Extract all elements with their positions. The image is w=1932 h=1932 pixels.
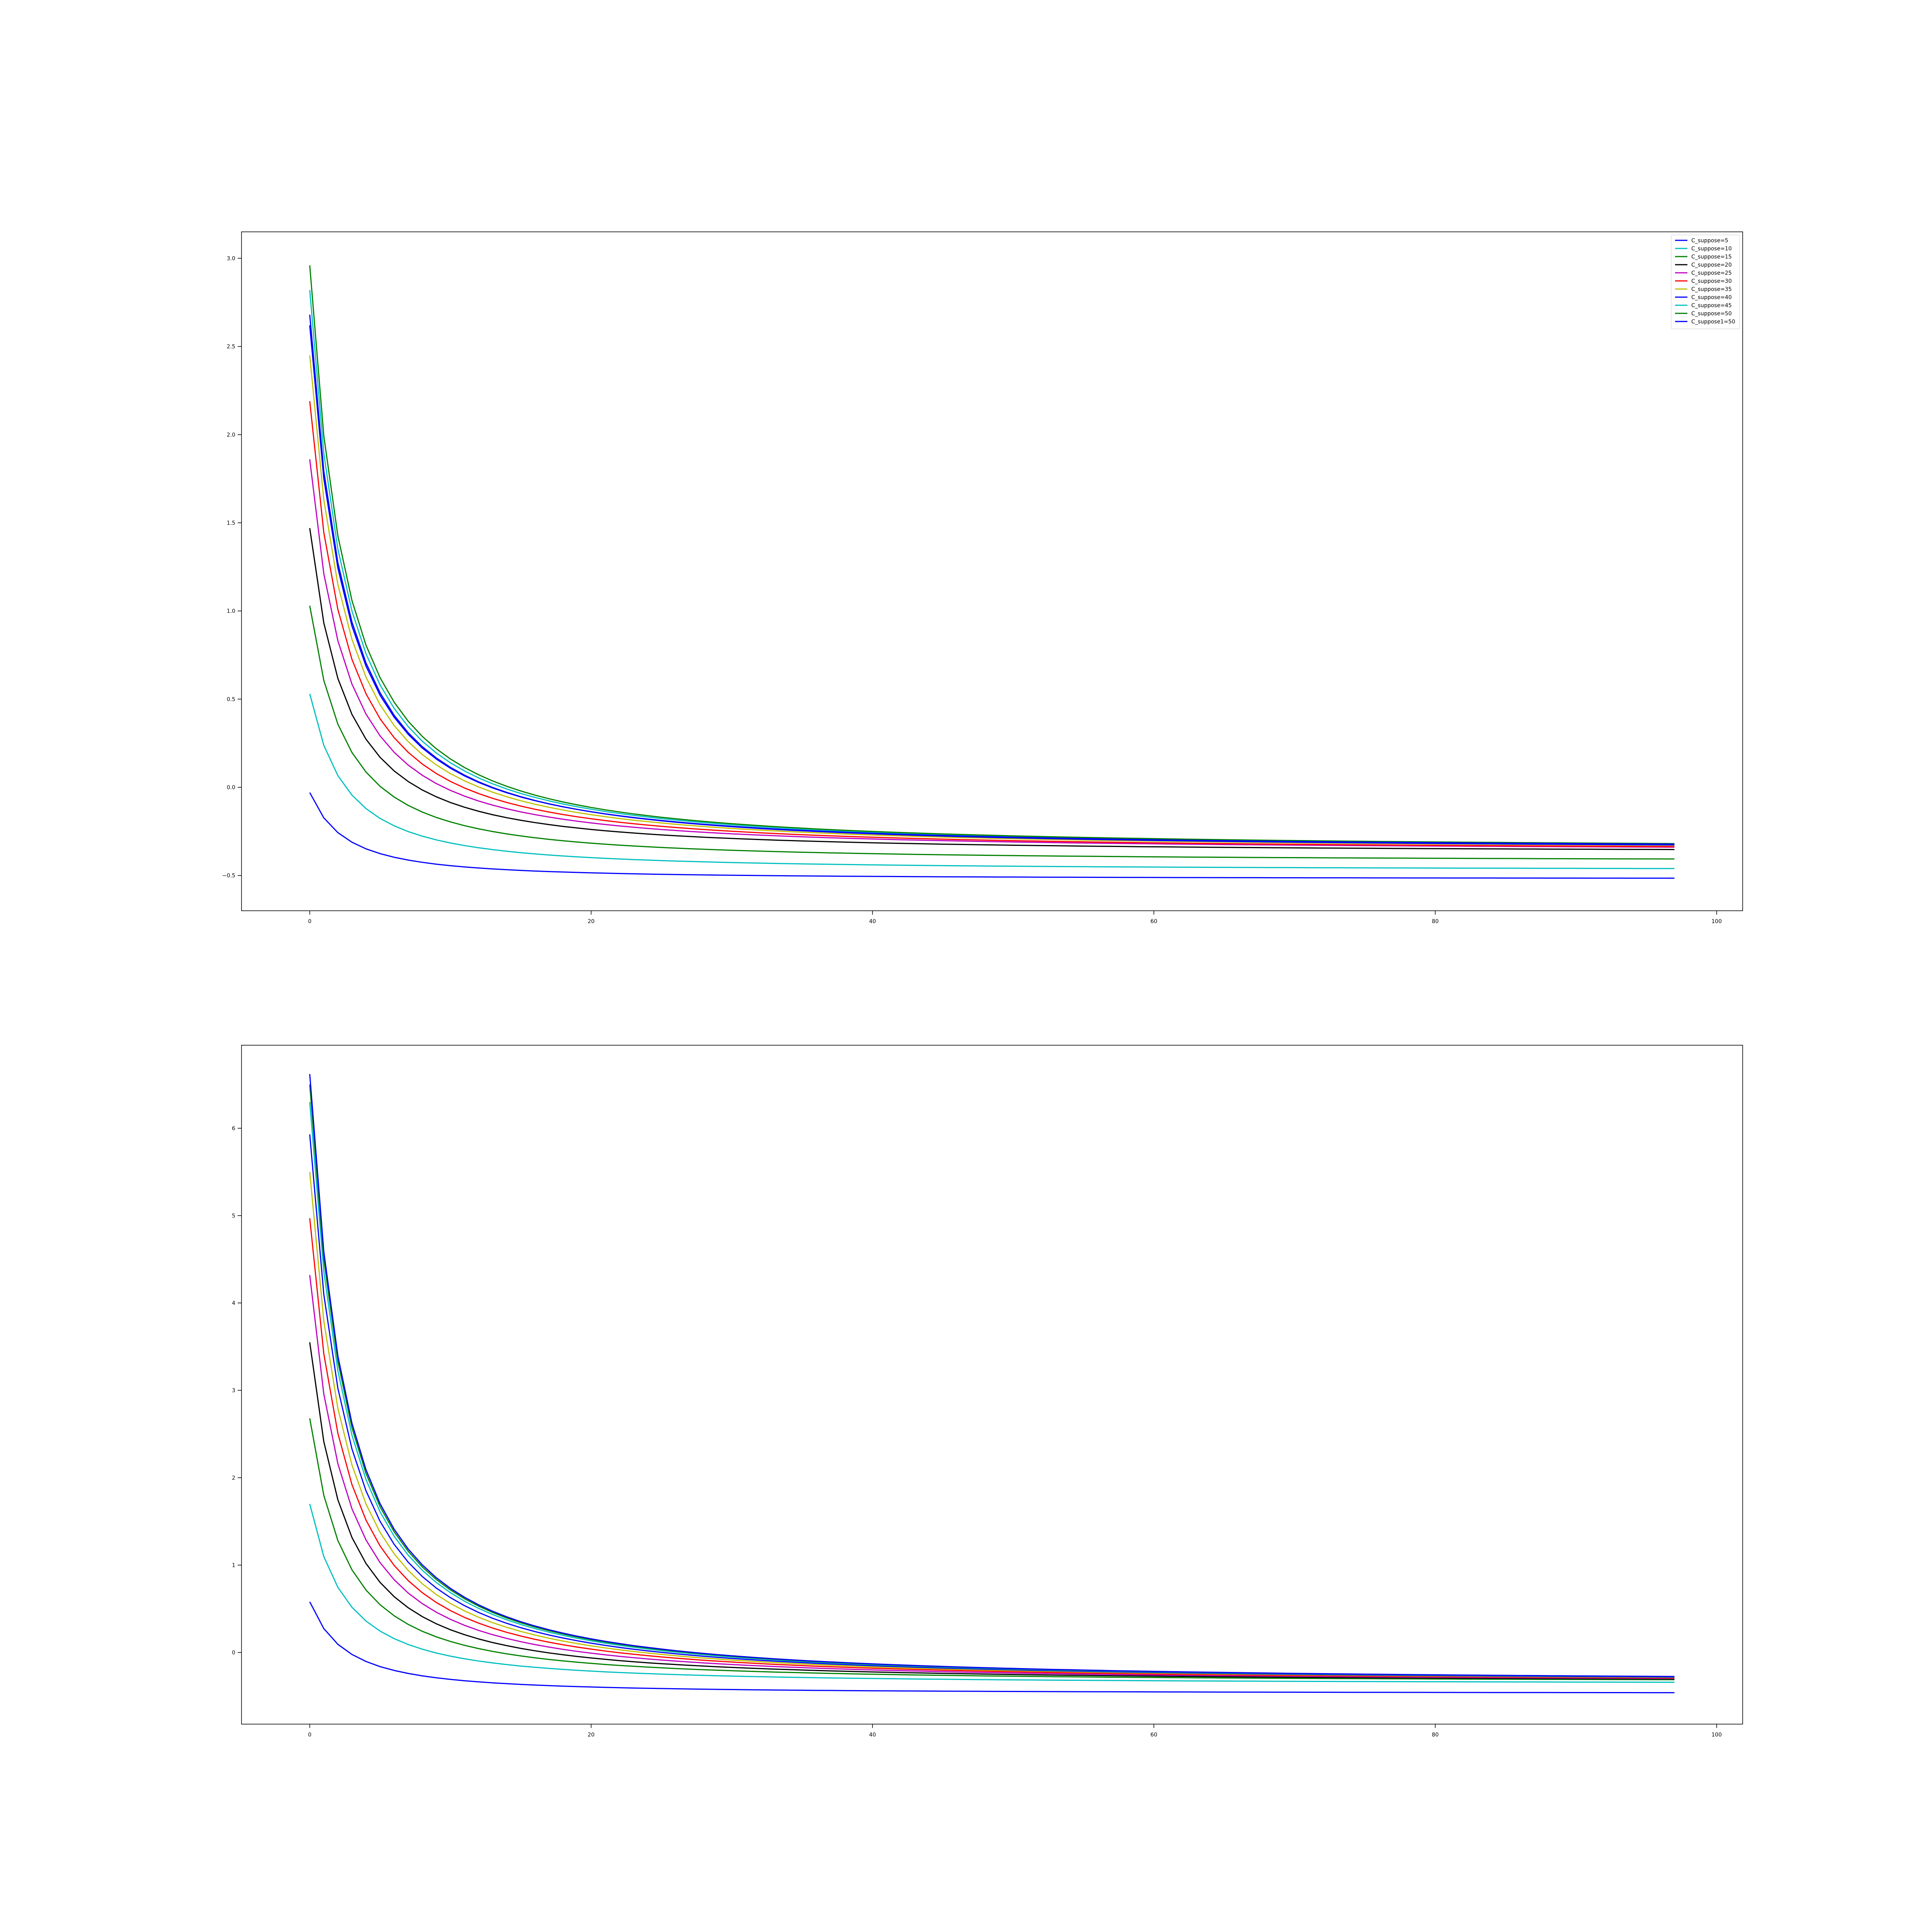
legend-label: C_suppose1=50 <box>1691 319 1735 325</box>
bottom-chart: 0 20 40 60 80 100 0 1 2 3 4 5 6 <box>232 1045 1743 1738</box>
x-tick-label: 60 <box>1150 1732 1157 1738</box>
x-tick-label: 100 <box>1711 1732 1722 1738</box>
y-tick-label: 0.5 <box>227 696 235 702</box>
x-tick-label: 0 <box>308 918 311 925</box>
series-line-2 <box>309 1418 1675 1680</box>
series-line-4 <box>309 1275 1675 1679</box>
series-line-3 <box>309 528 1675 850</box>
y-tick-label: 3.0 <box>227 255 235 262</box>
series-line-5 <box>309 401 1675 847</box>
series-line-9 <box>309 265 1675 844</box>
y-tick-label: 2.5 <box>227 344 235 350</box>
legend-label: C_suppose=35 <box>1691 286 1732 293</box>
series-line-4 <box>309 459 1675 848</box>
legend-label: C_suppose=50 <box>1691 311 1732 317</box>
series-line-1 <box>309 1503 1675 1683</box>
y-tick-label: 5 <box>232 1213 235 1219</box>
top-chart: 0 20 40 60 80 100 −0.5 0.0 0.5 1.0 1.5 2.0 2.5 3.0 C_s… <box>222 231 1743 925</box>
x-tick-label: 80 <box>1432 1732 1439 1738</box>
x-tick-label: 60 <box>1150 918 1157 925</box>
legend-label: C_suppose=10 <box>1691 246 1732 252</box>
y-tick-label: 1.5 <box>227 520 235 526</box>
series-line-3 <box>309 1342 1675 1680</box>
legend-label: C_suppose=25 <box>1691 270 1732 276</box>
y-tick-label: 0 <box>232 1650 235 1656</box>
series-line-10 <box>309 1074 1675 1677</box>
x-tick-label: 0 <box>308 1732 311 1738</box>
legend-label: C_suppose=5 <box>1691 238 1728 244</box>
y-tick-label: 2.0 <box>227 432 235 438</box>
axes-frame <box>241 1045 1743 1725</box>
series-line-0 <box>309 1601 1675 1694</box>
axes-frame <box>241 231 1743 911</box>
y-tick-label: −0.5 <box>222 873 235 879</box>
y-tick-label: 3 <box>232 1388 235 1394</box>
legend-label: C_suppose=15 <box>1691 254 1732 260</box>
x-tick-label: 80 <box>1432 918 1439 925</box>
x-tick-label: 40 <box>869 1732 876 1738</box>
series-line-10 <box>309 325 1675 845</box>
legend-label: C_suppose=30 <box>1691 278 1732 284</box>
y-tick-label: 1.0 <box>227 608 235 614</box>
series-line-1 <box>309 694 1675 869</box>
legend: C_suppose=5 C_suppose=10 C_suppose=15 C_sup… <box>1671 235 1740 329</box>
x-tick-label: 100 <box>1711 918 1722 925</box>
x-tick-label: 40 <box>869 918 876 925</box>
y-tick-label: 4 <box>232 1300 235 1306</box>
y-tick-label: 2 <box>232 1475 235 1481</box>
x-tick-label: 20 <box>588 918 595 925</box>
legend-box <box>1671 235 1740 329</box>
legend-label: C_suppose=20 <box>1691 262 1732 268</box>
y-tick-label: 6 <box>232 1126 235 1132</box>
legend-label: C_suppose=45 <box>1691 303 1732 309</box>
series-line-0 <box>309 792 1675 879</box>
series-line-2 <box>309 605 1675 860</box>
x-tick-label: 20 <box>588 1732 595 1738</box>
y-tick-label: 0.0 <box>227 785 235 791</box>
legend-label: C_suppose=40 <box>1691 294 1732 301</box>
y-tick-label: 1 <box>232 1562 235 1568</box>
